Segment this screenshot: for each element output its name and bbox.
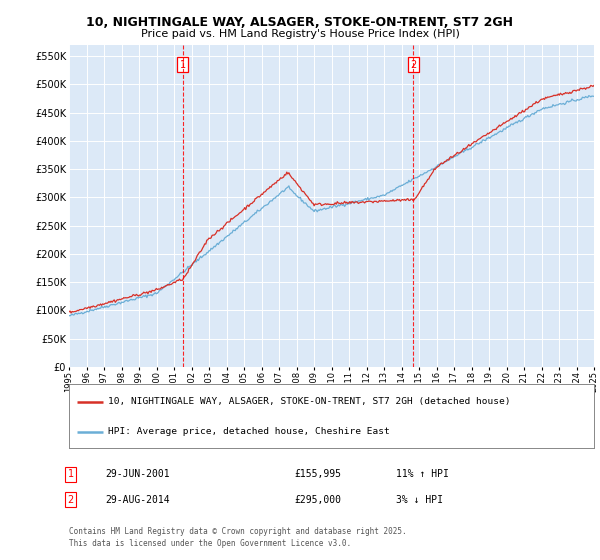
Text: 1: 1 xyxy=(179,59,186,69)
Text: Contains HM Land Registry data © Crown copyright and database right 2025.
This d: Contains HM Land Registry data © Crown c… xyxy=(69,527,407,548)
Text: £295,000: £295,000 xyxy=(294,494,341,505)
Text: 10, NIGHTINGALE WAY, ALSAGER, STOKE-ON-TRENT, ST7 2GH (detached house): 10, NIGHTINGALE WAY, ALSAGER, STOKE-ON-T… xyxy=(109,397,511,406)
Text: 29-AUG-2014: 29-AUG-2014 xyxy=(105,494,170,505)
Text: 3% ↓ HPI: 3% ↓ HPI xyxy=(396,494,443,505)
Text: HPI: Average price, detached house, Cheshire East: HPI: Average price, detached house, Ches… xyxy=(109,427,390,436)
Text: 2: 2 xyxy=(68,494,74,505)
Text: Price paid vs. HM Land Registry's House Price Index (HPI): Price paid vs. HM Land Registry's House … xyxy=(140,29,460,39)
Text: 29-JUN-2001: 29-JUN-2001 xyxy=(105,469,170,479)
Text: £155,995: £155,995 xyxy=(294,469,341,479)
Text: 10, NIGHTINGALE WAY, ALSAGER, STOKE-ON-TRENT, ST7 2GH: 10, NIGHTINGALE WAY, ALSAGER, STOKE-ON-T… xyxy=(86,16,514,29)
Text: 2: 2 xyxy=(410,59,416,69)
Text: 11% ↑ HPI: 11% ↑ HPI xyxy=(396,469,449,479)
Text: 1: 1 xyxy=(68,469,74,479)
